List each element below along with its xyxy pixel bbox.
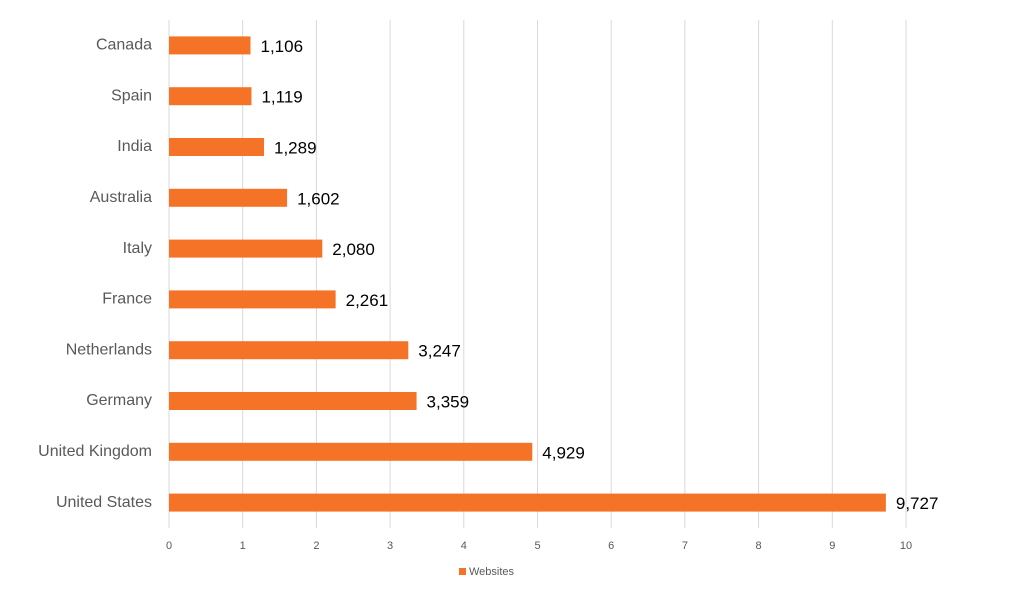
x-tick-label: 1: [240, 540, 246, 552]
data-label: 9,727: [896, 494, 939, 513]
x-tick-label: 6: [608, 540, 614, 552]
bar: [169, 493, 886, 512]
y-tick-label: India: [117, 138, 152, 155]
bar: [169, 138, 264, 156]
y-tick-label: United States: [56, 494, 152, 511]
x-tick-label: 2: [313, 540, 319, 552]
data-label: 2,261: [346, 291, 389, 310]
bar: [169, 87, 252, 106]
data-label: 3,359: [427, 392, 470, 411]
x-tick-label: 9: [829, 540, 835, 552]
y-tick-label: Germany: [86, 392, 152, 409]
data-label: 1,106: [261, 37, 304, 56]
x-tick-label: 10: [900, 540, 912, 552]
legend-label: Websites: [469, 566, 515, 578]
bar: [169, 442, 533, 461]
x-tick-label: 0: [166, 540, 172, 552]
data-label: 3,247: [418, 342, 461, 361]
x-tick-label: 5: [534, 540, 540, 552]
bar: [169, 341, 409, 360]
y-tick-label: France: [102, 291, 152, 308]
x-tick-label: 8: [756, 540, 762, 552]
y-tick-label: Netherlands: [66, 341, 152, 358]
bar: [169, 188, 288, 207]
y-tick-label: Australia: [90, 189, 152, 206]
y-tick-label: Italy: [123, 240, 152, 257]
bar: [169, 290, 336, 309]
y-tick-label: United Kingdom: [38, 443, 152, 460]
y-tick-label: Spain: [111, 87, 152, 104]
data-label: 4,929: [542, 443, 585, 462]
data-label: 1,119: [261, 88, 302, 107]
legend-swatch: [459, 568, 466, 575]
data-label: 1,602: [297, 189, 340, 208]
x-tick-label: 4: [461, 540, 467, 552]
bar: [169, 392, 417, 410]
data-label: 2,080: [332, 240, 375, 259]
bar: [169, 36, 251, 55]
data-label: 1,289: [274, 138, 317, 157]
y-tick-label: Canada: [96, 37, 152, 54]
x-tick-label: 7: [682, 540, 688, 552]
bar: [169, 239, 323, 258]
x-tick-label: 3: [387, 540, 393, 552]
